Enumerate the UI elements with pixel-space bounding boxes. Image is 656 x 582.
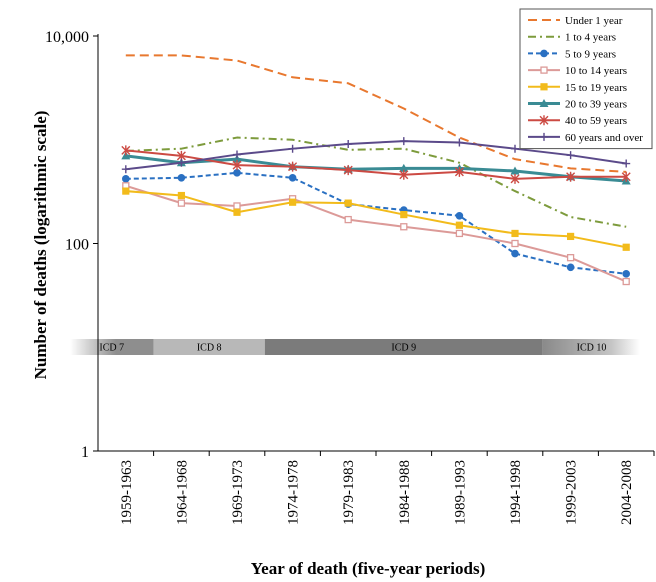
series-line: [125, 149, 627, 180]
legend-marker: [539, 115, 549, 126]
data-point: [510, 166, 520, 175]
data-point: [510, 173, 520, 184]
data-point: [343, 165, 353, 176]
data-point: [344, 139, 353, 148]
legend-box: [519, 8, 653, 150]
legend-marker: [540, 49, 548, 58]
data-point: [288, 161, 298, 172]
data-point: [344, 199, 352, 207]
icd-label: ICD 9: [391, 343, 416, 354]
data-point: [566, 151, 575, 160]
data-point: [289, 198, 297, 206]
data-point: [232, 154, 242, 163]
x-tick-label: 1969-1973: [230, 460, 246, 525]
legend-label: 20 to 39 years: [565, 99, 627, 111]
icd-label: ICD 10: [577, 343, 607, 354]
legend-label: Under 1 year: [565, 15, 623, 27]
data-point: [622, 270, 630, 278]
data-point: [455, 211, 464, 220]
data-point: [622, 277, 630, 286]
legend: Under 1 year 1 to 4 years 5 to 9 years 10 t…: [519, 8, 653, 150]
icd-label: ICD 7: [99, 343, 124, 354]
data-point: [288, 144, 297, 153]
data-point: [122, 187, 130, 195]
data-point: [511, 144, 519, 153]
y-axis-label: Number of deaths (logarithmic scale): [31, 111, 50, 380]
icd-label: ICD 8: [197, 343, 222, 354]
x-tick-label: 1999-2003: [564, 460, 580, 525]
series-line: [125, 140, 627, 171]
icd-segment: [264, 339, 543, 355]
data-point: [454, 166, 464, 177]
icd-segment: [542, 339, 641, 355]
x-tick-label: 1974-1978: [286, 460, 302, 525]
legend-marker: [540, 66, 548, 74]
legend-marker: [539, 99, 549, 107]
data-point: [232, 160, 242, 171]
data-point: [233, 150, 241, 159]
data-point: [455, 221, 463, 229]
data-point: [621, 171, 631, 182]
x-tick-label: 1984-1988: [397, 460, 413, 525]
y-tick-label: 1: [81, 444, 89, 461]
x-tick-label: 1994-1998: [508, 460, 524, 525]
data-point: [566, 263, 575, 272]
data-point: [233, 208, 241, 216]
data-point: [511, 239, 519, 248]
x-tick-label: 1964-1968: [174, 460, 190, 525]
data-point: [455, 138, 464, 147]
legend-label: 10 to 14 years: [565, 65, 627, 77]
data-point: [511, 249, 519, 258]
x-tick-label: 2004-2008: [619, 460, 635, 525]
x-axis-label: Year of death (five-year periods): [251, 559, 486, 578]
data-point: [622, 159, 631, 168]
data-point: [121, 165, 130, 174]
series-line: [125, 184, 627, 283]
data-point: [177, 173, 186, 182]
data-point: [344, 215, 352, 224]
x-tick-label: 1979-1983: [341, 460, 357, 525]
axes: 1 100 10,000 1959-1963 1964-1968 1969-1973 197…: [45, 29, 655, 525]
data-point: [400, 210, 408, 219]
y-tick-label: 100: [65, 237, 89, 254]
legend-marker: [540, 132, 548, 141]
icd-segment: [153, 339, 265, 355]
series-lines: [121, 54, 631, 286]
data-point: [622, 243, 630, 251]
data-point: [400, 223, 408, 231]
legend-label: 60 years and over: [565, 132, 643, 144]
data-point: [121, 145, 131, 156]
data-point: [288, 173, 297, 182]
data-point: [566, 254, 575, 262]
legend-marker: [540, 83, 548, 91]
y-tick-label: 10,000: [45, 29, 89, 46]
data-point: [399, 169, 409, 180]
legend-label: 5 to 9 years: [565, 48, 616, 60]
x-tick-label: 1989-1993: [452, 460, 468, 525]
icd-band: ICD 7 ICD 8 ICD 9 ICD 10: [70, 339, 641, 355]
data-point: [455, 229, 464, 238]
data-point: [399, 137, 408, 146]
series-line: [125, 54, 627, 173]
legend-label: 40 to 59 years: [565, 115, 627, 127]
x-tick-label: 1959-1963: [119, 460, 135, 525]
series-line: [125, 136, 627, 228]
data-point: [511, 229, 519, 238]
data-point: [177, 158, 186, 167]
legend-label: 15 to 19 years: [565, 82, 627, 94]
series-line: [125, 171, 627, 275]
data-point: [177, 199, 186, 207]
data-point: [567, 232, 575, 241]
data-point: [177, 191, 185, 200]
data-point: [233, 202, 241, 210]
legend-label: 1 to 4 years: [565, 32, 616, 44]
icd-segment: [70, 339, 154, 355]
series-line: [125, 190, 627, 249]
data-point: [233, 169, 241, 177]
data-point: [399, 163, 409, 172]
data-point: [566, 171, 576, 182]
data-point: [122, 175, 130, 183]
